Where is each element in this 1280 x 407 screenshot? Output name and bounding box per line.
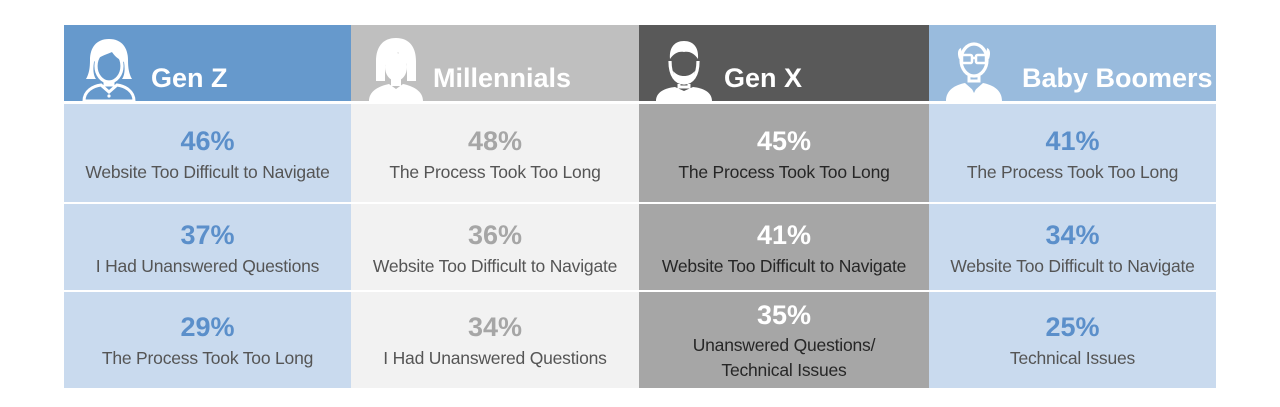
stat-percent: 41% [756, 220, 812, 250]
stat-label: Website Too Difficult to Navigate [85, 162, 330, 182]
stat-percent: 25% [1045, 312, 1100, 342]
stat-label: Website Too Difficult to Navigate [661, 256, 907, 276]
stat-cell: 34% I Had Unanswered Questions [351, 292, 639, 388]
header-millennials: Millennials [351, 25, 639, 101]
stat-label: Unanswered Questions/ Technical Issues [639, 333, 929, 383]
stat-label: The Process Took Too Long [678, 162, 890, 182]
stat-cell: 45% The Process Took Too Long [639, 104, 929, 202]
stat-label: I Had Unanswered Questions [95, 256, 320, 276]
column-gen-z: Gen Z 46% Website Too Difficult to Navig… [64, 25, 351, 388]
header-title: Gen Z [151, 63, 228, 93]
stat-cell: 37% I Had Unanswered Questions [64, 204, 351, 290]
stat-label-line: Technical Issues [721, 360, 847, 380]
header-title: Millennials [433, 63, 572, 93]
stat-cell: 25% Technical Issues [929, 292, 1216, 388]
header-baby-boomers: Baby Boomers [929, 25, 1216, 101]
stat-label: The Process Took Too Long [389, 162, 601, 182]
stat-cell: 29% The Process Took Too Long [64, 292, 351, 388]
woman-icon [369, 38, 423, 101]
header-gen-z: Gen Z [64, 25, 351, 101]
column-baby-boomers: Baby Boomers 41% The Process Took Too Lo… [929, 25, 1216, 388]
stat-percent: 35% [756, 300, 812, 330]
stat-cell: 36% Website Too Difficult to Navigate [351, 204, 639, 290]
stat-percent: 34% [1045, 220, 1100, 250]
stat-label: The Process Took Too Long [101, 348, 314, 368]
header-title: Gen X [724, 63, 803, 93]
stat-label: Technical Issues [1009, 348, 1136, 368]
stat-label: Website Too Difficult to Navigate [372, 256, 618, 276]
stat-percent: 36% [467, 220, 523, 250]
column-millennials: Millennials 48% The Process Took Too Lon… [351, 25, 639, 388]
stat-cell: 46% Website Too Difficult to Navigate [64, 104, 351, 202]
header-gen-x: Gen X [639, 25, 929, 101]
stat-percent: 48% [467, 126, 523, 156]
generation-comparison-table: Gen Z 46% Website Too Difficult to Navig… [64, 25, 1216, 388]
bearded-man-icon [656, 41, 712, 101]
column-gen-x: Gen X 45% The Process Took Too Long 41% … [639, 25, 929, 388]
young-woman-icon [82, 39, 136, 101]
stat-cell: 41% Website Too Difficult to Navigate [639, 204, 929, 290]
stat-cell: 48% The Process Took Too Long [351, 104, 639, 202]
stat-percent: 46% [180, 126, 235, 156]
older-man-glasses-icon [946, 42, 1002, 101]
stat-label-line: Unanswered Questions/ [692, 335, 876, 355]
stat-percent: 29% [180, 312, 235, 342]
stat-percent: 34% [467, 312, 523, 342]
stat-label: The Process Took Too Long [966, 162, 1179, 182]
stat-cell: 35% Unanswered Questions/ Technical Issu… [639, 292, 929, 388]
header-title: Baby Boomers [1022, 63, 1213, 93]
stat-percent: 37% [180, 220, 235, 250]
stat-percent: 41% [1045, 126, 1100, 156]
stat-cell: 41% The Process Took Too Long [929, 104, 1216, 202]
stat-percent: 45% [756, 126, 812, 156]
stat-label: I Had Unanswered Questions [383, 348, 607, 368]
stat-cell: 34% Website Too Difficult to Navigate [929, 204, 1216, 290]
stat-label: Website Too Difficult to Navigate [950, 256, 1195, 276]
